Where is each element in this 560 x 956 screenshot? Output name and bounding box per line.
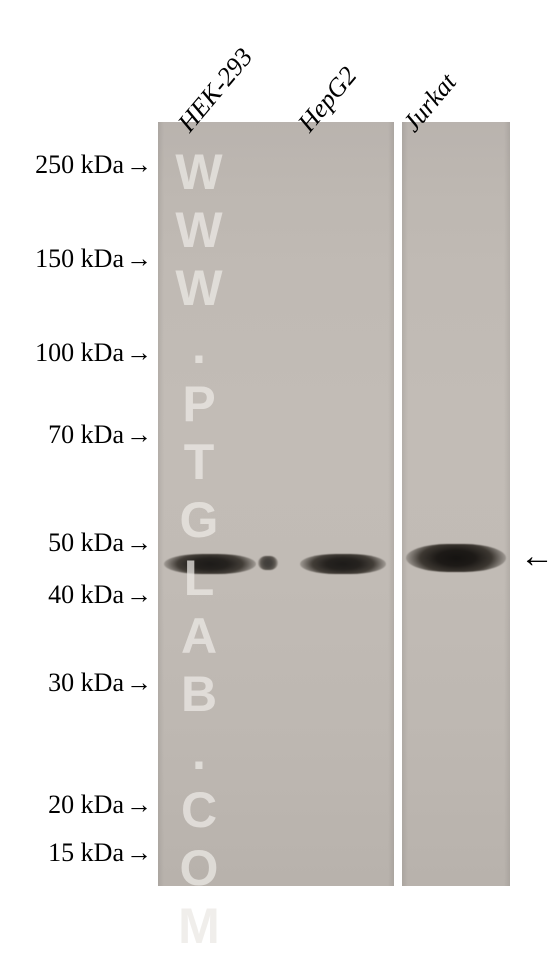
ladder-30: 30 kDa→ [20,668,152,698]
arrow-right-icon: → [126,420,152,450]
band-hepg2 [300,554,386,574]
ladder-50: 50 kDa→ [20,528,152,558]
lane-strip-2 [402,122,510,886]
ladder-value-30: 30 kDa [48,668,124,697]
ladder-value-20: 20 kDa [48,790,124,819]
ladder-value-40: 40 kDa [48,580,124,609]
lane-strip-1 [158,122,394,886]
figure-container: WWW.PTGLAB.COM HEK-293 HepG2 Jurkat 250 … [0,0,560,903]
lane-gap-1 [394,122,402,886]
ladder-70: 70 kDa→ [20,420,152,450]
ladder-value-100: 100 kDa [35,338,124,367]
ladder-20: 20 kDa→ [20,790,152,820]
ladder-value-250: 250 kDa [35,150,124,179]
blot-area: WWW.PTGLAB.COM [158,122,510,886]
band-hek293-main [164,554,256,574]
ladder-250: 250 kDa→ [20,150,152,180]
ladder-40: 40 kDa→ [20,580,152,610]
arrow-right-icon: → [126,150,152,180]
ladder-value-150: 150 kDa [35,244,124,273]
target-arrow-icon: ← [520,538,554,576]
arrow-right-icon: → [126,838,152,868]
ladder-value-70: 70 kDa [48,420,124,449]
ladder-value-15: 15 kDa [48,838,124,867]
arrow-right-icon: → [126,580,152,610]
ladder-value-50: 50 kDa [48,528,124,557]
arrow-right-icon: → [126,790,152,820]
arrow-right-icon: → [126,528,152,558]
band-hek293-spot [258,556,278,570]
arrow-right-icon: → [126,338,152,368]
arrow-right-icon: → [126,668,152,698]
arrow-right-icon: → [126,244,152,274]
ladder-100: 100 kDa→ [20,338,152,368]
ladder-150: 150 kDa→ [20,244,152,274]
ladder-15: 15 kDa→ [20,838,152,868]
band-jurkat [406,544,506,572]
